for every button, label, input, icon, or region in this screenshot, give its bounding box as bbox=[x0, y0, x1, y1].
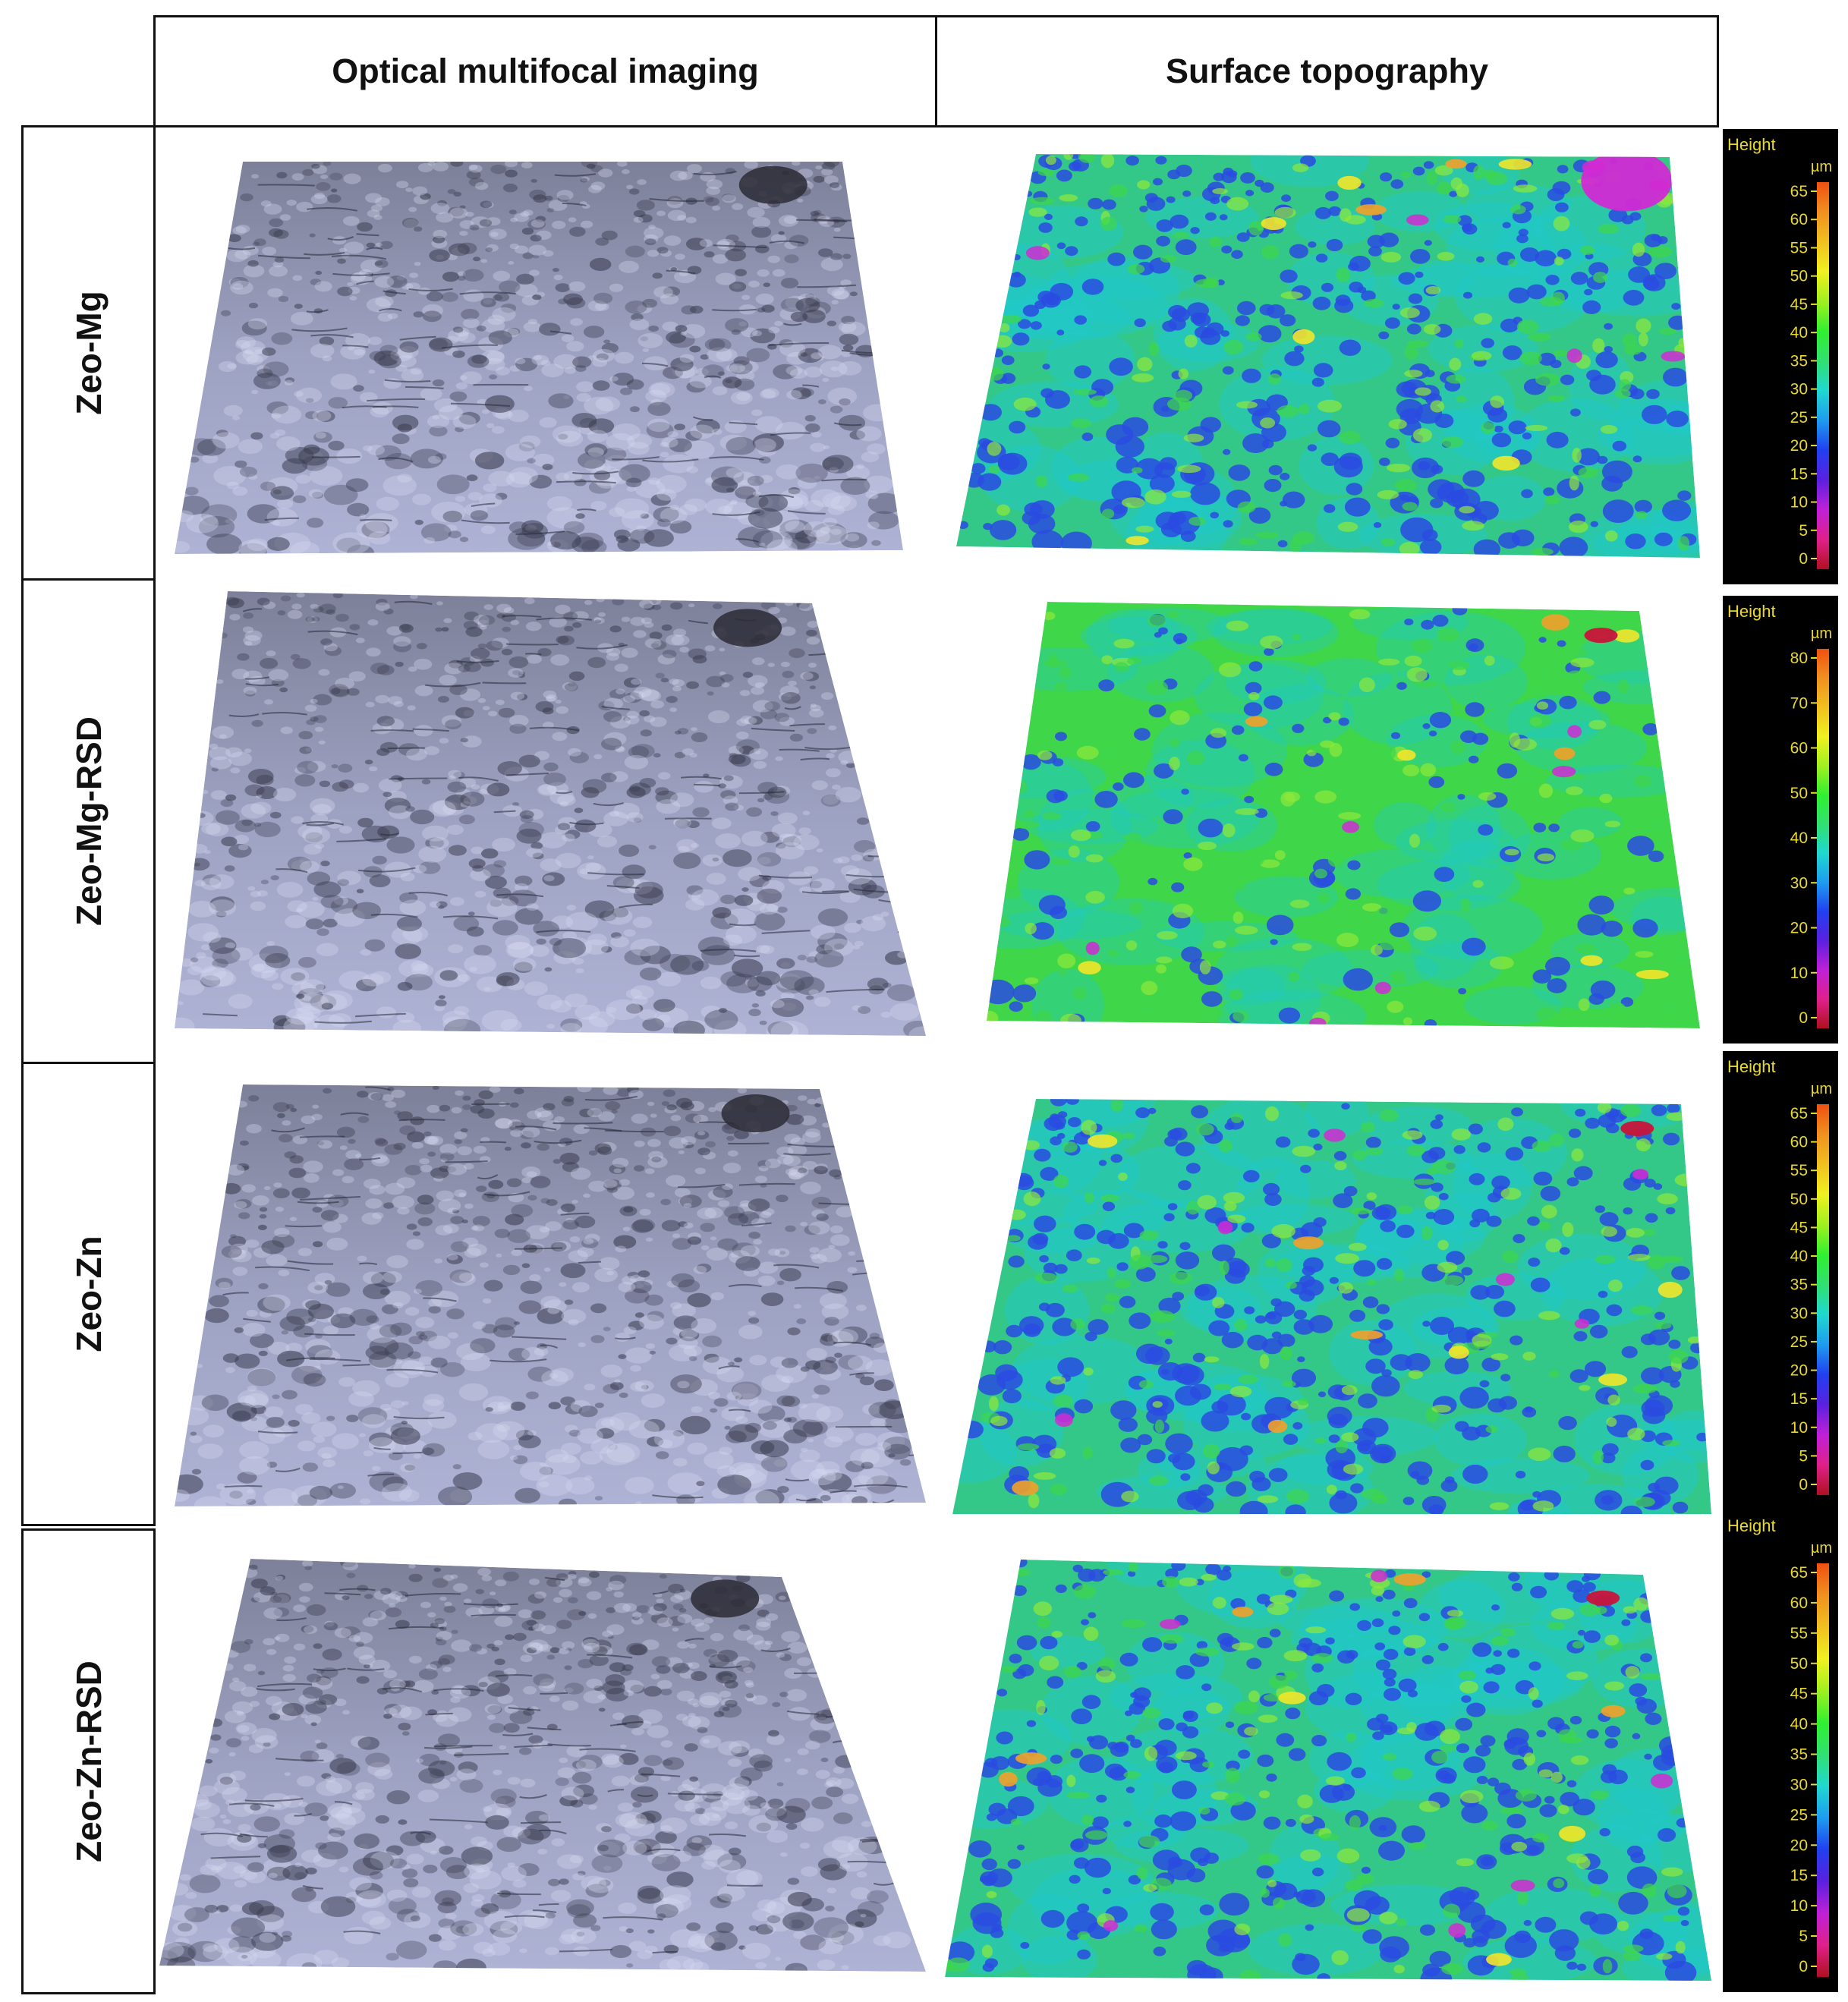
scale-tick-label: 45 bbox=[1790, 296, 1808, 313]
scale-tick-label: 30 bbox=[1790, 1305, 1808, 1322]
row-label-zeo-mg: Zeo-Mg bbox=[21, 125, 156, 581]
scale-gradient-bar bbox=[1817, 1563, 1829, 1977]
scale-tick-label: 0 bbox=[1799, 550, 1808, 568]
scale-tick-label: 25 bbox=[1790, 1333, 1808, 1351]
scale-unit: µm bbox=[1811, 159, 1832, 175]
height-scale-zeo-zn: Height µm 65 60 55 50 45 40 35 30 25 20 15 10 5 0 bbox=[1723, 1051, 1838, 1510]
scale-tick-label: 10 bbox=[1790, 494, 1808, 512]
scale-tick-label: 60 bbox=[1790, 1594, 1808, 1612]
row-label-text: Zeo-Zn-RSD bbox=[68, 1660, 109, 1862]
header-optical-label: Optical multifocal imaging bbox=[332, 52, 759, 90]
row-label-text: Zeo-Mg-RSD bbox=[68, 716, 109, 926]
header-optical: Optical multifocal imaging bbox=[153, 15, 937, 127]
height-scale-zeo-mg-rsd: Height µm 80 70 60 50 40 30 20 10 0 bbox=[1723, 596, 1838, 1043]
topography-image-zeo-mg bbox=[956, 148, 1708, 565]
scale-tick-label: 0 bbox=[1799, 1958, 1808, 1975]
scale-tick-label: 30 bbox=[1790, 381, 1808, 398]
optical-image-zeo-mg-rsd bbox=[175, 588, 926, 1059]
optical-image-zeo-zn-rsd bbox=[159, 1556, 926, 1988]
topography-image-zeo-mg-rsd bbox=[987, 596, 1715, 1047]
scale-gradient-bar bbox=[1817, 182, 1829, 569]
scale-tick-label: 70 bbox=[1790, 694, 1808, 712]
scale-tick-label: 5 bbox=[1799, 1447, 1808, 1465]
scale-gradient-bar bbox=[1817, 1104, 1829, 1495]
scale-tick-label: 40 bbox=[1790, 1716, 1808, 1733]
scale-title: Height bbox=[1727, 1516, 1776, 1535]
scale-tick-label: 35 bbox=[1790, 352, 1808, 370]
scale-tick-label: 20 bbox=[1790, 437, 1808, 455]
scale-tick-label: 10 bbox=[1790, 1419, 1808, 1437]
scale-tick-label: 55 bbox=[1790, 1162, 1808, 1179]
row-label-zeo-zn-rsd: Zeo-Zn-RSD bbox=[21, 1528, 156, 1994]
scale-tick-label: 5 bbox=[1799, 1928, 1808, 1945]
header-topography: Surface topography bbox=[935, 15, 1719, 127]
scale-tick-label: 40 bbox=[1790, 324, 1808, 342]
scale-tick-label: 60 bbox=[1790, 740, 1808, 757]
height-scale-zeo-zn-rsd: Height µm 65 60 55 50 45 40 35 30 25 20 15 10 5 0 bbox=[1723, 1510, 1838, 1992]
scale-tick-label: 35 bbox=[1790, 1746, 1808, 1764]
scale-tick-label: 20 bbox=[1790, 920, 1808, 937]
scale-tick-label: 60 bbox=[1790, 211, 1808, 228]
scale-tick-label: 40 bbox=[1790, 829, 1808, 847]
scale-title: Height bbox=[1727, 1057, 1776, 1076]
scale-tick-label: 15 bbox=[1790, 1390, 1808, 1408]
topography-image-zeo-zn bbox=[952, 1093, 1715, 1533]
optical-image-zeo-zn bbox=[175, 1081, 926, 1522]
row-label-text: Zeo-Mg bbox=[68, 291, 109, 415]
scale-tick-label: 30 bbox=[1790, 874, 1808, 892]
scale-tick-label: 50 bbox=[1790, 785, 1808, 802]
scale-unit: µm bbox=[1811, 1081, 1832, 1097]
optical-image-zeo-mg bbox=[175, 156, 926, 573]
scale-unit: µm bbox=[1811, 625, 1832, 642]
scale-tick-label: 50 bbox=[1790, 268, 1808, 285]
scale-tick-label: 20 bbox=[1790, 1837, 1808, 1854]
scale-tick-label: 15 bbox=[1790, 465, 1808, 483]
scale-tick-label: 45 bbox=[1790, 1219, 1808, 1236]
scale-tick-label: 5 bbox=[1799, 522, 1808, 540]
scale-tick-label: 50 bbox=[1790, 1655, 1808, 1673]
scale-tick-label: 0 bbox=[1799, 1009, 1808, 1027]
scale-tick-label: 65 bbox=[1790, 1105, 1808, 1122]
scale-tick-label: 30 bbox=[1790, 1776, 1808, 1793]
topography-image-zeo-zn-rsd bbox=[945, 1556, 1711, 1992]
scale-tick-label: 65 bbox=[1790, 1564, 1808, 1582]
row-label-text: Zeo-Zn bbox=[68, 1236, 109, 1352]
scale-tick-label: 20 bbox=[1790, 1362, 1808, 1380]
scale-tick-label: 60 bbox=[1790, 1134, 1808, 1151]
scale-tick-label: 10 bbox=[1790, 965, 1808, 982]
scale-tick-label: 0 bbox=[1799, 1476, 1808, 1494]
scale-tick-label: 25 bbox=[1790, 1806, 1808, 1824]
scale-tick-label: 50 bbox=[1790, 1191, 1808, 1208]
scale-gradient-bar bbox=[1817, 649, 1829, 1028]
height-scale-zeo-mg: Height µm 65 60 55 50 45 40 35 30 25 20 15 10 5 0 bbox=[1723, 129, 1838, 584]
scale-tick-label: 35 bbox=[1790, 1276, 1808, 1294]
row-label-zeo-mg-rsd: Zeo-Mg-RSD bbox=[21, 578, 156, 1064]
scale-tick-label: 55 bbox=[1790, 239, 1808, 257]
scale-tick-label: 65 bbox=[1790, 183, 1808, 200]
scale-unit: µm bbox=[1811, 1540, 1832, 1557]
scale-tick-label: 10 bbox=[1790, 1897, 1808, 1915]
scale-title: Height bbox=[1727, 135, 1776, 154]
scale-title: Height bbox=[1727, 602, 1776, 621]
scale-tick-label: 45 bbox=[1790, 1686, 1808, 1703]
scale-tick-label: 40 bbox=[1790, 1248, 1808, 1265]
scale-tick-label: 25 bbox=[1790, 409, 1808, 427]
header-topography-label: Surface topography bbox=[1165, 52, 1489, 90]
scale-tick-label: 80 bbox=[1790, 650, 1808, 667]
row-label-zeo-zn: Zeo-Zn bbox=[21, 1062, 156, 1526]
scale-tick-label: 15 bbox=[1790, 1867, 1808, 1884]
scale-tick-label: 55 bbox=[1790, 1625, 1808, 1642]
